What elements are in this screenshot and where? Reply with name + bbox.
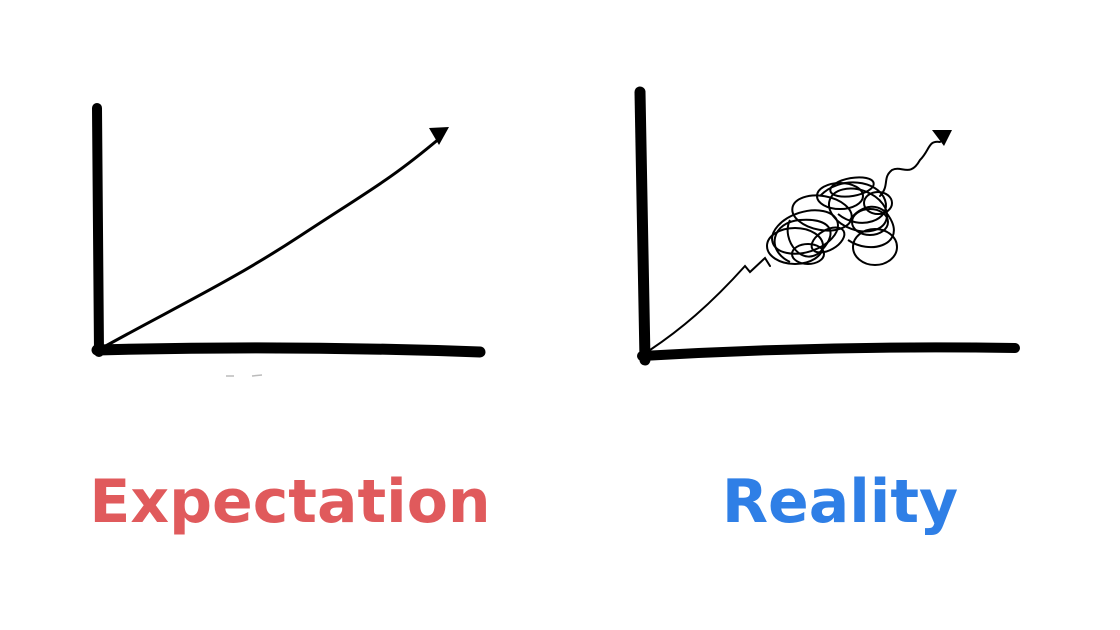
reality-caption: Reality [721, 467, 959, 537]
reality-rising-line [649, 256, 771, 351]
expectation-arrowhead-icon [429, 127, 449, 145]
expectation-sketch [91, 103, 486, 377]
reality-arrowhead-icon [932, 130, 952, 146]
reality-sketch [634, 86, 1020, 366]
expectation-x-axis [91, 342, 486, 358]
reality-panel: Reality [560, 0, 1120, 630]
reality-exit-line [879, 140, 941, 197]
expectation-trend-line [100, 136, 442, 350]
expectation-caption: Expectation [89, 467, 491, 537]
reality-x-axis [637, 342, 1020, 361]
expectation-y-axis [92, 103, 104, 357]
expectation-panel: Expectation [89, 103, 491, 537]
reality-y-axis [634, 86, 651, 366]
reality-tangle-icon [766, 176, 898, 266]
